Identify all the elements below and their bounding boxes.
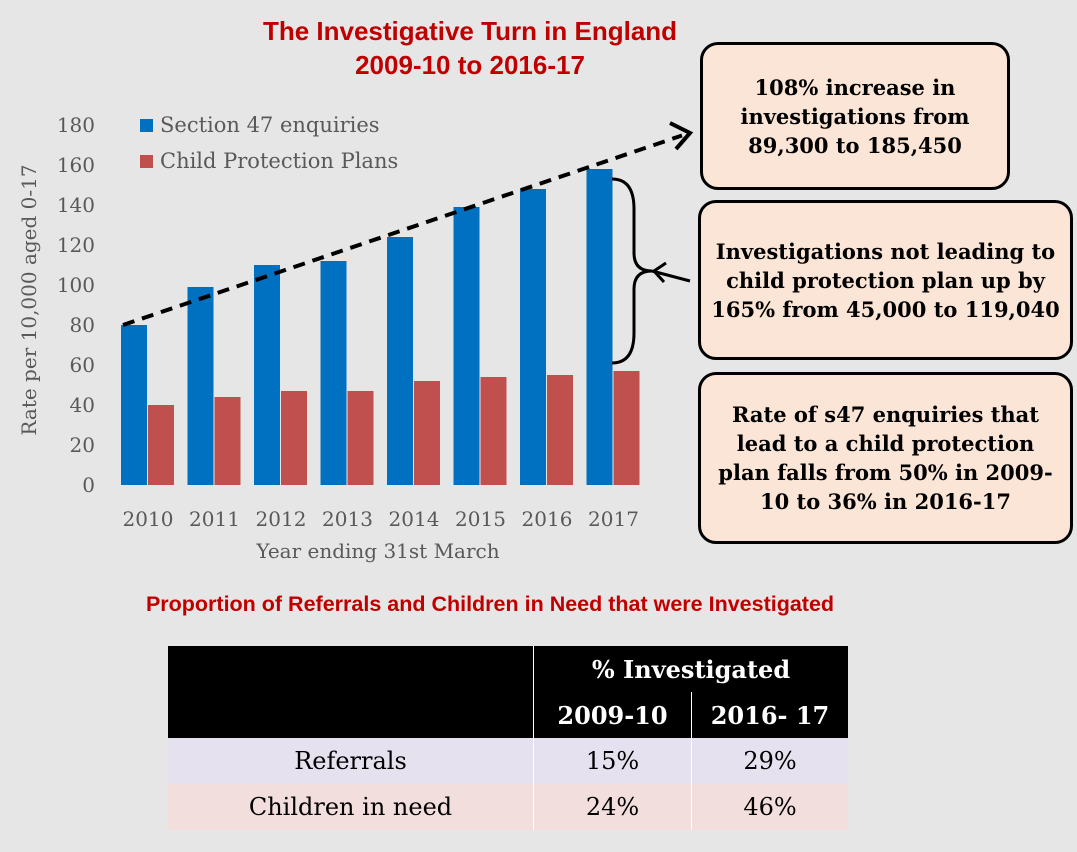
x-tick-label: 2012: [256, 507, 307, 531]
brace-arrow-line: [651, 269, 691, 283]
investigated-table: % Investigated 2009-10 2016- 17 Referral…: [168, 646, 848, 830]
bar-child-protection: [613, 371, 640, 485]
bar-child-protection: [480, 377, 507, 485]
bar-child-protection: [347, 391, 374, 485]
bar-section47: [586, 169, 613, 485]
table-cell: 15%: [533, 738, 692, 784]
legend-label: Child Protection Plans: [160, 149, 398, 173]
y-tick-label: 80: [70, 313, 95, 337]
callout-rate-text: Rate of s47 enquiries that lead to a chi…: [718, 402, 1053, 514]
bar-child-protection: [281, 391, 307, 485]
x-tick-label: 2011: [189, 507, 240, 531]
y-tick-label: 40: [70, 393, 95, 417]
table-corner-cell: [168, 646, 534, 738]
trend-arrow-head: [669, 121, 694, 151]
legend-swatch: [140, 119, 153, 132]
bar-child-protection: [148, 405, 174, 485]
table-row-label: Referrals: [168, 738, 534, 784]
legend-label: Section 47 enquiries: [160, 113, 380, 137]
y-tick-label: 60: [70, 353, 95, 377]
bar-chart: 0 20 40 60 80 100 120 140 160 180 Rate per 10,000 …: [17, 113, 694, 563]
table-row-label: Children in need: [168, 784, 534, 830]
bar-section47: [320, 261, 347, 485]
bar-section47: [254, 265, 280, 485]
bar-section47: [453, 207, 480, 485]
table-cell: 46%: [691, 784, 848, 830]
y-axis-label: Rate per 10,000 aged 0-17: [17, 164, 41, 435]
x-tick-label: 2013: [322, 507, 373, 531]
bar-section47: [121, 325, 147, 485]
legend-swatch: [140, 155, 153, 168]
x-tick-label: 2017: [588, 507, 639, 531]
y-tick-label: 20: [70, 433, 95, 457]
chart-title-line-1: The Investigative Turn in England: [262, 16, 678, 46]
table-cell: 24%: [533, 784, 692, 830]
chart-title: The Investigative Turn in England 2009-1…: [130, 14, 810, 82]
bar-child-protection: [414, 381, 440, 485]
callout-not-leading: Investigations not leading to child prot…: [698, 200, 1073, 360]
callout-not-leading-text: Investigations not leading to child prot…: [711, 238, 1060, 322]
y-tick-label: 180: [57, 113, 95, 137]
table-row: Referrals 15% 29%: [168, 738, 848, 784]
bar-child-protection: [547, 375, 573, 485]
bar-section47: [520, 189, 546, 485]
bar-section47: [187, 287, 214, 485]
chart-title-line-2: 2009-10 to 2016-17: [355, 50, 585, 80]
x-tick-label: 2010: [123, 507, 174, 531]
table-row: Children in need 24% 46%: [168, 784, 848, 830]
bar-child-protection: [214, 397, 241, 485]
y-tick-label: 0: [82, 473, 95, 497]
callout-rate: Rate of s47 enquiries that lead to a chi…: [698, 372, 1073, 544]
table-title: Proportion of Referrals and Children in …: [145, 592, 835, 616]
callout-increase: 108% increase in investigations from 89,…: [700, 42, 1010, 190]
callout-increase-text: 108% increase in investigations from 89,…: [740, 74, 970, 158]
x-axis-label: Year ending 31st March: [255, 539, 499, 563]
x-tick-label: 2014: [389, 507, 440, 531]
bar-section47: [387, 237, 413, 485]
x-tick-label: 2016: [522, 507, 573, 531]
y-tick-label: 100: [57, 273, 95, 297]
brace-arrow-head: [651, 261, 667, 284]
y-tick-label: 160: [57, 153, 95, 177]
x-tick-label: 2015: [455, 507, 506, 531]
curly-brace: [611, 177, 653, 365]
y-tick-label: 140: [57, 193, 95, 217]
y-tick-label: 120: [57, 233, 95, 257]
table-group-header: % Investigated: [533, 646, 848, 692]
trend-arrow-line: [122, 133, 683, 327]
table-column-header: 2009-10: [533, 692, 692, 738]
table-column-header: 2016- 17: [691, 692, 848, 738]
table-cell: 29%: [691, 738, 848, 784]
